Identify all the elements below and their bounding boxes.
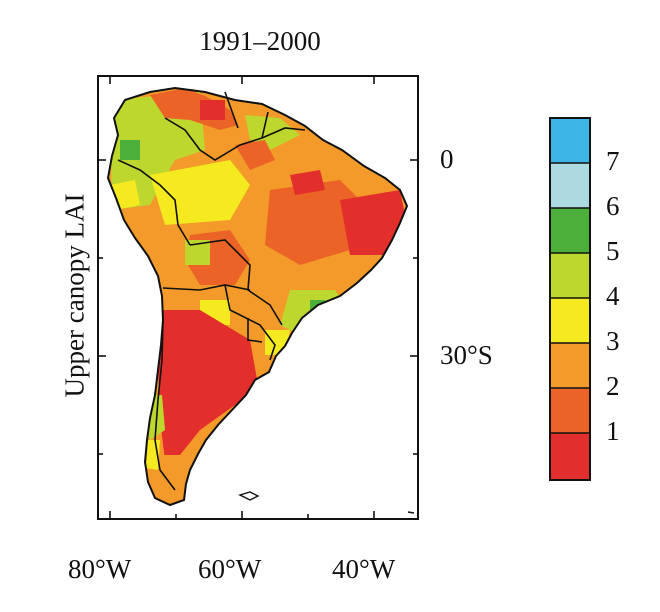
lai-region-brazil-northeast [340,190,405,255]
south-georgia-island [407,511,415,514]
colorbar-swatch-0-1 [550,433,590,480]
lai-cell-red [290,170,325,195]
lai-cell-green [120,140,140,160]
lai-cell-orange-red [235,140,275,170]
map-ticks [98,76,418,519]
colorbar-frame [549,117,591,481]
colorbar-swatch-3-4 [550,298,590,343]
colorbar-swatch-2-3 [550,343,590,388]
colorbar-swatch-6-7 [550,163,590,208]
lat-label-30s: 30°S [440,340,493,370]
colorbar-label-3: 3 [606,326,620,356]
colorbar-label-7: 7 [606,146,620,176]
country-borders [117,91,306,491]
lat-label-equator: 0 [440,144,454,174]
lai-region-argentina-patagonia [158,310,258,460]
colorbar-swatch-7plus [550,118,590,163]
colorbar-swatch-5-6 [550,208,590,253]
colorbar [549,117,591,481]
falkland-islands [238,491,260,501]
lon-label-40w: 40°W [332,554,396,584]
colorbar-swatch-1-2 [550,388,590,433]
colorbar-label-1: 1 [606,416,620,446]
lon-label-80w: 80°W [68,554,132,584]
lai-cell-lightgreen [185,240,210,265]
colorbar-label-5: 5 [606,236,620,266]
colorbar-swatch-4-5 [550,253,590,298]
map-title: 1991–2000 [199,26,321,56]
colorbar-label-6: 6 [606,191,620,221]
colorbar-label-2: 2 [606,371,620,401]
lai-cell-red [200,100,225,120]
lon-label-60w: 60°W [198,554,262,584]
lai-region-brazil-plateau [265,180,360,265]
colorbar-label-4: 4 [606,281,620,311]
lai-region-amazon-west [150,160,250,225]
